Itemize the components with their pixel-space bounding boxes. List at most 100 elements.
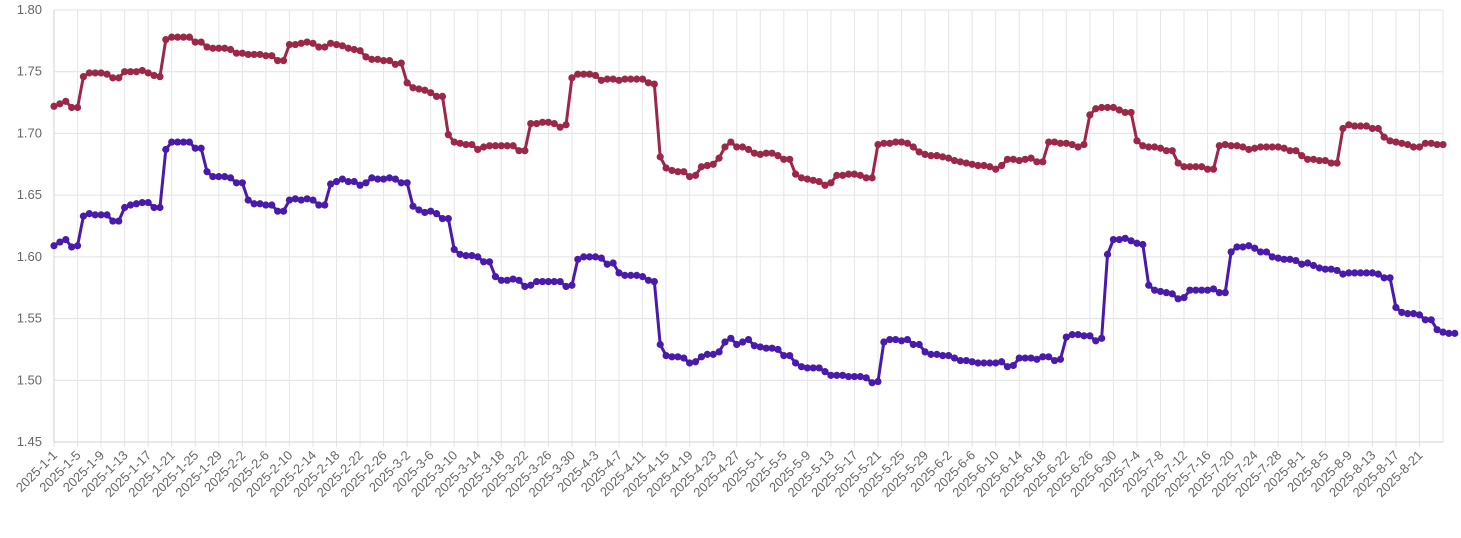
data-point bbox=[379, 57, 388, 65]
data-point bbox=[121, 203, 129, 212]
data-point bbox=[703, 350, 711, 358]
data-point bbox=[603, 75, 611, 83]
data-point bbox=[791, 170, 800, 178]
data-point bbox=[1239, 243, 1247, 251]
data-point bbox=[115, 74, 123, 82]
data-point bbox=[733, 143, 741, 151]
data-point bbox=[297, 196, 305, 204]
data-point bbox=[203, 43, 211, 51]
data-point bbox=[244, 196, 252, 204]
data-point bbox=[1439, 328, 1447, 336]
data-point bbox=[762, 149, 770, 157]
data-point bbox=[1109, 235, 1118, 244]
data-point bbox=[797, 174, 806, 182]
data-point bbox=[491, 142, 500, 150]
data-point bbox=[409, 202, 417, 210]
data-point bbox=[491, 273, 500, 281]
data-point bbox=[1209, 285, 1218, 293]
data-point bbox=[1015, 354, 1023, 362]
data-point bbox=[921, 348, 929, 356]
data-point bbox=[103, 211, 111, 219]
data-point bbox=[1421, 139, 1429, 147]
data-point bbox=[1339, 124, 1347, 133]
data-point bbox=[132, 200, 140, 208]
data-point bbox=[385, 174, 394, 182]
data-point bbox=[1445, 329, 1453, 337]
data-point bbox=[1015, 156, 1023, 165]
data-point bbox=[256, 50, 264, 59]
data-point bbox=[786, 352, 794, 360]
data-point bbox=[403, 179, 411, 187]
data-point bbox=[868, 379, 876, 387]
data-point bbox=[1086, 111, 1094, 119]
data-point bbox=[1321, 156, 1329, 165]
data-point bbox=[1262, 248, 1271, 256]
data-point bbox=[1174, 159, 1182, 167]
data-point bbox=[739, 338, 747, 346]
data-point bbox=[1168, 290, 1176, 298]
data-point bbox=[1345, 269, 1353, 277]
data-point bbox=[821, 181, 829, 189]
data-point bbox=[1362, 269, 1371, 277]
data-point bbox=[939, 153, 947, 161]
data-point bbox=[415, 85, 423, 93]
data-point bbox=[1198, 286, 1206, 294]
data-point bbox=[533, 119, 541, 128]
data-point bbox=[303, 38, 311, 46]
data-point bbox=[450, 245, 458, 254]
data-point bbox=[209, 173, 217, 181]
data-point bbox=[374, 55, 382, 63]
data-point bbox=[556, 123, 564, 131]
data-point bbox=[1227, 248, 1235, 256]
data-point bbox=[562, 121, 570, 129]
data-point bbox=[438, 214, 447, 223]
data-point bbox=[497, 276, 505, 284]
data-point bbox=[533, 277, 541, 286]
data-point bbox=[809, 176, 817, 184]
data-point bbox=[1115, 235, 1123, 244]
data-point bbox=[232, 49, 241, 57]
data-point bbox=[362, 53, 370, 61]
data-point bbox=[1421, 316, 1429, 324]
data-point bbox=[144, 198, 152, 207]
data-point bbox=[1033, 355, 1041, 363]
data-point bbox=[856, 171, 864, 179]
y-tick-label: 1.80 bbox=[17, 2, 42, 17]
data-point bbox=[644, 79, 653, 87]
data-point bbox=[338, 175, 346, 183]
data-point bbox=[1415, 311, 1424, 319]
data-point bbox=[933, 350, 941, 358]
data-point bbox=[591, 253, 600, 261]
data-point bbox=[450, 138, 458, 146]
data-point bbox=[509, 275, 517, 283]
data-point bbox=[1074, 143, 1082, 151]
data-point bbox=[1115, 106, 1123, 114]
data-point bbox=[862, 374, 870, 382]
data-point bbox=[1192, 163, 1200, 171]
data-point bbox=[568, 74, 576, 82]
data-point bbox=[274, 57, 282, 65]
y-tick-label: 1.75 bbox=[17, 64, 42, 79]
data-point bbox=[73, 242, 82, 250]
data-point bbox=[544, 118, 552, 126]
data-point bbox=[1103, 103, 1112, 112]
data-point bbox=[350, 45, 358, 54]
data-point bbox=[580, 253, 588, 261]
data-point bbox=[956, 356, 964, 365]
data-point bbox=[444, 214, 452, 223]
data-point bbox=[986, 359, 994, 367]
data-point bbox=[1098, 334, 1106, 342]
data-point bbox=[438, 92, 447, 100]
data-point bbox=[638, 75, 647, 83]
y-tick-label: 1.70 bbox=[17, 125, 42, 140]
data-point bbox=[674, 168, 682, 176]
data-point bbox=[156, 203, 164, 212]
data-point bbox=[1062, 333, 1070, 341]
data-point bbox=[1251, 144, 1259, 152]
y-tick-label: 1.60 bbox=[17, 249, 42, 264]
data-point bbox=[456, 139, 464, 147]
data-point bbox=[727, 334, 735, 342]
data-point bbox=[462, 252, 470, 260]
data-point bbox=[56, 238, 64, 246]
